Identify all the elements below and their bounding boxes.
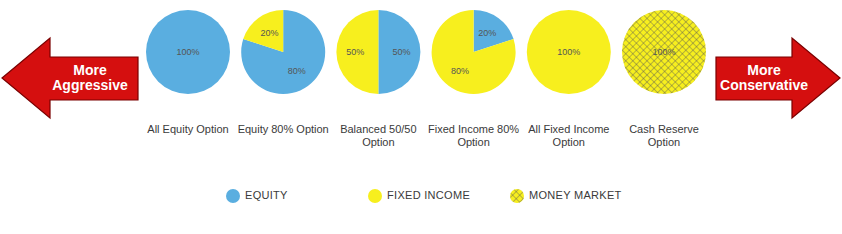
stage: 100% 80% 20% 50% 50% 20% 80% 100% 100% More Aggre… — [0, 0, 842, 234]
data-label: 20% — [478, 28, 496, 38]
pie — [336, 10, 420, 94]
pie — [432, 10, 516, 94]
pie-slice — [336, 10, 378, 94]
data-label: 100% — [652, 47, 675, 57]
data-label: 80% — [288, 66, 306, 76]
pie-title: All Fixed Income Option — [523, 123, 615, 149]
pie — [622, 10, 706, 94]
data-label: 100% — [176, 47, 199, 57]
pie — [146, 10, 230, 94]
pie-slice — [622, 10, 706, 94]
pie-slice — [527, 10, 611, 94]
data-label: 20% — [261, 28, 279, 38]
legend-swatch — [368, 189, 382, 203]
data-label: 50% — [346, 47, 364, 57]
legend-swatch — [226, 189, 240, 203]
pie-slice — [432, 10, 516, 94]
pie-slice — [241, 10, 325, 94]
legend-label: EQUITY — [245, 189, 288, 201]
pie — [527, 10, 611, 94]
slice-hatch — [622, 10, 706, 94]
data-label: 80% — [451, 66, 469, 76]
pie-slice — [378, 10, 420, 94]
pie-slice — [243, 10, 283, 52]
data-label: 100% — [557, 47, 580, 57]
arrow-label: More Conservative — [712, 63, 816, 93]
left-arrow — [2, 38, 138, 118]
legend-swatch — [510, 189, 524, 203]
pie-title: Equity 80% Option — [237, 123, 329, 136]
data-label: 50% — [392, 47, 410, 57]
legend-label: MONEY MARKET — [529, 189, 622, 201]
legend-hatch — [510, 189, 524, 203]
pie-slice — [146, 10, 230, 94]
arrow-label: More Aggressive — [42, 63, 138, 93]
pie-title: Fixed Income 80% Option — [428, 123, 520, 149]
pie-title: All Equity Option — [142, 123, 234, 136]
pie-title: Cash Reserve Option — [618, 123, 710, 149]
legend-label: FIXED INCOME — [387, 189, 470, 201]
pie-title: Balanced 50/50 Option — [332, 123, 424, 149]
pie — [241, 10, 325, 94]
